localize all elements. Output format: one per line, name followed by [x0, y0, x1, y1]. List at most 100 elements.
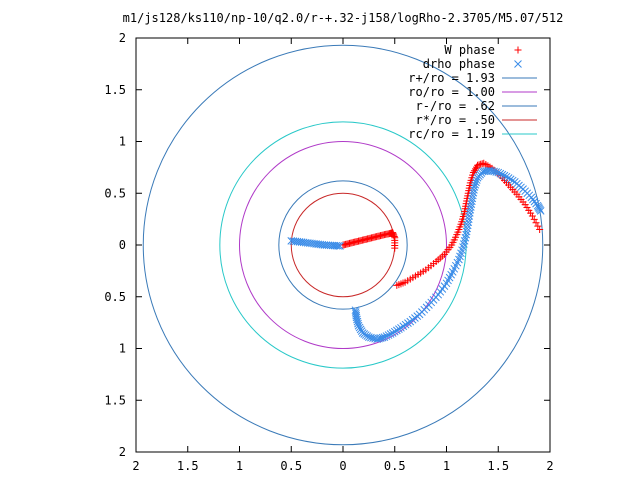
x-tick-label-1: 1.5	[177, 459, 199, 473]
point-1-28-2	[472, 178, 480, 187]
point-1-14-0	[388, 329, 397, 337]
point-1-13-3	[386, 330, 395, 338]
point-1-33-2	[506, 175, 515, 184]
y-tick-label-3: 0.5	[104, 186, 126, 200]
x-tick-label-7: 1.5	[487, 459, 509, 473]
legend-label-5: r*/ro = .50	[416, 113, 495, 127]
y-tick-label-0: 2	[119, 31, 126, 45]
point-1-23-2	[460, 237, 469, 245]
point-1-12-3	[378, 333, 387, 342]
point-1-13-0	[380, 333, 389, 341]
point-1-28-0	[470, 183, 479, 191]
point-1-28-1	[471, 180, 480, 189]
point-1-14-2	[392, 326, 401, 335]
legend-label-3: ro/ro = 1.00	[408, 85, 495, 99]
x-tick-label-2: 1	[236, 459, 243, 473]
point-1-24-3	[463, 221, 472, 230]
point-0-33-2	[525, 206, 533, 214]
point-1-24-0	[462, 230, 471, 239]
point-1-23-3	[461, 233, 470, 242]
point-1-38-0	[536, 206, 545, 215]
y-tick-label-8: 2	[119, 445, 126, 459]
point-1-14-1	[390, 327, 399, 336]
y-tick-label-7: 1.5	[104, 393, 126, 407]
legend-label-0: W phase	[444, 43, 495, 57]
point-0-26-2	[471, 165, 479, 173]
y-tick-label-6: 1	[119, 342, 126, 356]
point-1-8-3	[354, 319, 362, 328]
point-0-27-3	[478, 160, 486, 168]
point-1-15-0	[397, 323, 405, 332]
x-tick-label-5: 0.5	[384, 459, 406, 473]
legend-label-6: rc/ro = 1.19	[408, 127, 495, 141]
legend-label-4: r-/ro = .62	[416, 99, 495, 113]
point-0-10-3	[390, 232, 398, 240]
x-tick-label-3: 0.5	[280, 459, 302, 473]
y-tick-label-5: 0.5	[104, 290, 126, 304]
reference-circles	[142, 44, 544, 446]
legend-label-1: drho phase	[423, 57, 495, 71]
point-1-14-3	[395, 325, 403, 333]
point-1-24-2	[463, 224, 472, 233]
point-1-27-3	[470, 186, 478, 194]
point-1-32-2	[498, 170, 507, 179]
legend-sample-1	[514, 60, 522, 68]
point-1-24-1	[462, 227, 471, 236]
point-0-33-0	[521, 201, 529, 209]
y-tick-label-2: 1	[119, 135, 126, 149]
data-series	[287, 159, 545, 344]
point-0-27-1	[475, 161, 483, 169]
point-1-33-3	[508, 176, 517, 185]
point-1-23-1	[459, 240, 468, 248]
point-1-32-0	[494, 168, 503, 177]
circle-1	[239, 141, 447, 349]
point-0-27-0	[474, 161, 482, 169]
point-1-13-1	[382, 332, 391, 340]
x-tick-label-0: 2	[132, 459, 139, 473]
chart-title: m1/js128/ks110/np-10/q2.0/r-+.32-j158/lo…	[123, 11, 564, 25]
point-1-25-0	[464, 218, 473, 227]
point-1-23-0	[459, 243, 467, 251]
y-tick-label-4: 0	[119, 238, 126, 252]
point-0-34-0	[528, 212, 536, 220]
point-1-9-0	[354, 321, 363, 330]
legend-sample-0	[514, 46, 522, 54]
point-0-34-1	[530, 215, 538, 223]
x-tick-label-8: 2	[546, 459, 553, 473]
point-1-33-0	[502, 172, 511, 181]
point-1-32-1	[496, 169, 505, 178]
point-1-31-3	[492, 168, 501, 176]
point-1-15-3	[404, 319, 412, 327]
point-1-15-2	[401, 320, 410, 329]
point-0-33-3	[527, 209, 535, 217]
point-1-5-3	[334, 242, 342, 250]
series-0	[339, 159, 544, 289]
series-1	[287, 166, 545, 344]
point-0-33-1	[523, 203, 531, 211]
point-1-9-1	[355, 323, 364, 332]
point-1-5-2	[332, 241, 341, 250]
point-1-6-0	[336, 242, 344, 250]
circle-0	[142, 44, 544, 446]
point-0-34-3	[534, 222, 542, 230]
axis-ticks: 2 1.5 1 0.5 0 0.5 1 1.5 221.510.500.511.52	[104, 31, 553, 473]
circle-4	[219, 121, 467, 369]
point-1-25-2	[465, 212, 474, 220]
point-1-32-3	[500, 171, 509, 180]
point-1-15-1	[399, 322, 408, 331]
point-1-13-2	[384, 331, 393, 339]
y-tick-label-1: 1.5	[104, 83, 126, 97]
point-0-34-2	[532, 219, 540, 227]
point-0-26-1	[470, 167, 478, 175]
point-1-33-1	[504, 174, 513, 182]
x-tick-label-4: 0	[339, 459, 346, 473]
legend-label-2: r+/ro = 1.93	[408, 71, 495, 85]
point-0-35-0	[536, 225, 544, 233]
point-0-12-0	[391, 244, 399, 252]
x-tick-label-6: 1	[443, 459, 450, 473]
point-1-28-3	[472, 176, 481, 184]
circle-2	[278, 180, 408, 310]
point-1-25-1	[464, 215, 473, 223]
